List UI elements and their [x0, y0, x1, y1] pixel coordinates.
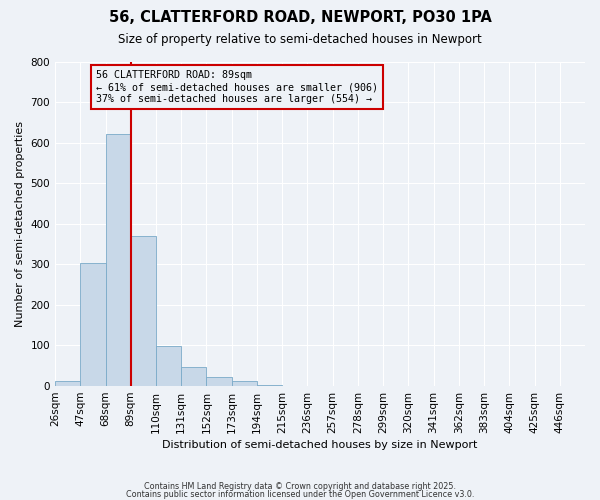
Bar [206, 377, 232, 386]
Bar [80, 263, 106, 386]
Text: 56, CLATTERFORD ROAD, NEWPORT, PO30 1PA: 56, CLATTERFORD ROAD, NEWPORT, PO30 1PA [109, 10, 491, 25]
Bar [106, 134, 131, 386]
Bar [232, 381, 257, 386]
Text: Contains public sector information licensed under the Open Government Licence v3: Contains public sector information licen… [126, 490, 474, 499]
X-axis label: Distribution of semi-detached houses by size in Newport: Distribution of semi-detached houses by … [163, 440, 478, 450]
Text: Contains HM Land Registry data © Crown copyright and database right 2025.: Contains HM Land Registry data © Crown c… [144, 482, 456, 491]
Bar [156, 346, 181, 386]
Text: 56 CLATTERFORD ROAD: 89sqm
← 61% of semi-detached houses are smaller (906)
37% o: 56 CLATTERFORD ROAD: 89sqm ← 61% of semi… [96, 70, 378, 104]
Bar [131, 236, 156, 386]
Bar [181, 367, 206, 386]
Bar [55, 381, 80, 386]
Y-axis label: Number of semi-detached properties: Number of semi-detached properties [15, 121, 25, 327]
Text: Size of property relative to semi-detached houses in Newport: Size of property relative to semi-detach… [118, 32, 482, 46]
